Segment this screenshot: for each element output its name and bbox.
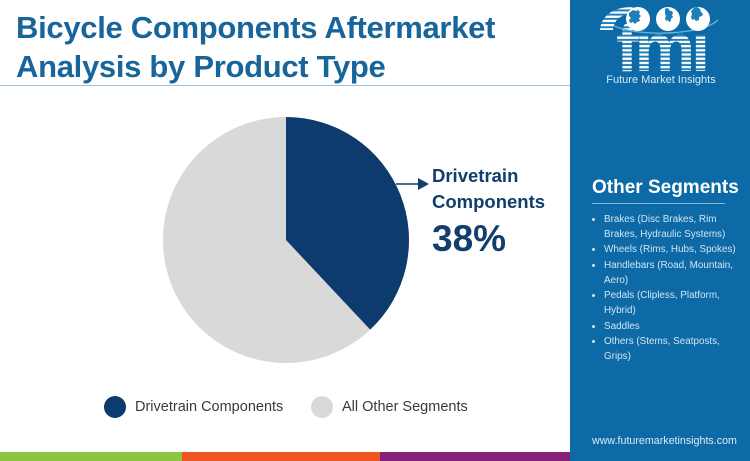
svg-text:Future Market Insights: Future Market Insights bbox=[606, 74, 716, 86]
